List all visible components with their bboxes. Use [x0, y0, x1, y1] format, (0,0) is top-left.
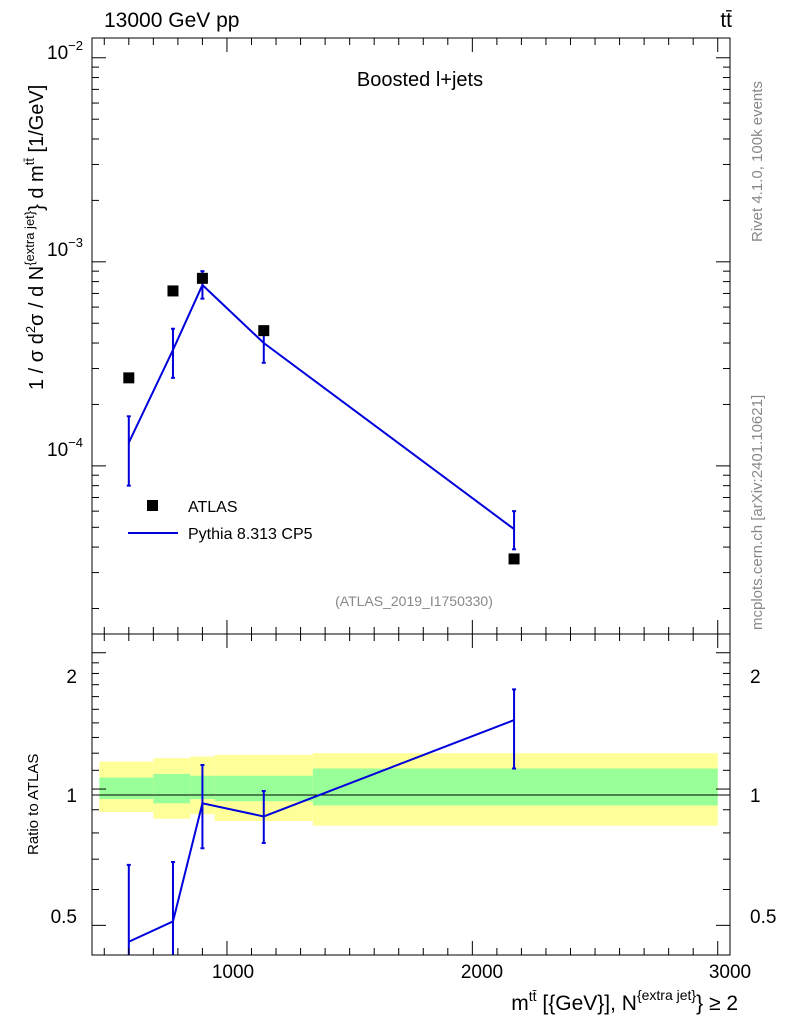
- main-panel: Boosted l+jets (ATLAS_2019_I1750330) 10−…: [22, 37, 731, 635]
- plot-title: Boosted l+jets: [357, 69, 483, 91]
- ratio-panel: 2 1 0.5 2 1 0.5 Ratio to ATLAS: [25, 633, 776, 956]
- ytick-label-1e-2: 10−2: [47, 38, 83, 64]
- ratio-ytick-label-0.5-left: 0.5: [51, 907, 77, 928]
- pythia-line: [127, 283, 515, 530]
- analysis-id-label: (ATLAS_2019_I1750330): [335, 593, 493, 609]
- xtick-label-3000: 3000: [709, 962, 751, 983]
- atlas-data-point: [123, 372, 135, 384]
- ratio-ytick-label-0.5-right: 0.5: [750, 907, 776, 928]
- x-axis-label: mtt̄ [{GeV}], N{extra jet}} ≥ 2: [511, 987, 738, 1015]
- collision-energy-label: 13000 GeV pp: [104, 9, 239, 32]
- ratio-ytick-label-1-left: 1: [66, 786, 77, 807]
- legend-atlas-label: ATLAS: [188, 499, 238, 516]
- ratio-panel-ticks: [92, 634, 730, 955]
- ratio-uncertainty-bands: [99, 753, 718, 826]
- xtick-label-1000: 1000: [212, 962, 254, 983]
- main-panel-frame: [91, 37, 731, 635]
- atlas-data-point: [258, 325, 270, 337]
- main-panel-ticks: [92, 38, 730, 634]
- atlas-data-point: [167, 285, 179, 297]
- ratio-band-inner: [153, 773, 191, 804]
- legend: ATLAS Pythia 8.313 CP5: [128, 499, 313, 543]
- ytick-label-1e-4: 10−4: [47, 435, 83, 461]
- main-panel-series: [123, 270, 520, 565]
- main-y-axis-label: 1 / σ d2σ / d N{extra jet}} d mtt̄ [1/Ge…: [22, 85, 48, 390]
- ratio-ytick-label-2-left: 2: [66, 667, 77, 688]
- ratio-band-inner: [312, 768, 718, 806]
- atlas-data-point: [196, 272, 208, 284]
- atlas-data-point: [508, 553, 520, 565]
- legend-atlas-marker: [147, 500, 158, 511]
- process-label: tt̄: [720, 9, 732, 32]
- rivet-version-label: Rivet 4.1.0, 100k events: [749, 81, 766, 242]
- legend-pythia-label: Pythia 8.313 CP5: [188, 526, 313, 543]
- ratio-band-inner: [99, 777, 154, 800]
- ratio-series: [126, 688, 517, 955]
- xtick-label-2000: 2000: [461, 962, 503, 983]
- ratio-ytick-label-1-right: 1: [750, 786, 761, 807]
- ratio-panel-frame: [91, 633, 731, 956]
- ratio-y-axis-label: Ratio to ATLAS: [25, 754, 42, 855]
- ratio-ytick-label-2-right: 2: [750, 667, 761, 688]
- ytick-label-1e-3: 10−3: [47, 235, 83, 261]
- mcplots-reference-label: mcplots.cern.ch [arXiv:2401.10621]: [749, 395, 766, 630]
